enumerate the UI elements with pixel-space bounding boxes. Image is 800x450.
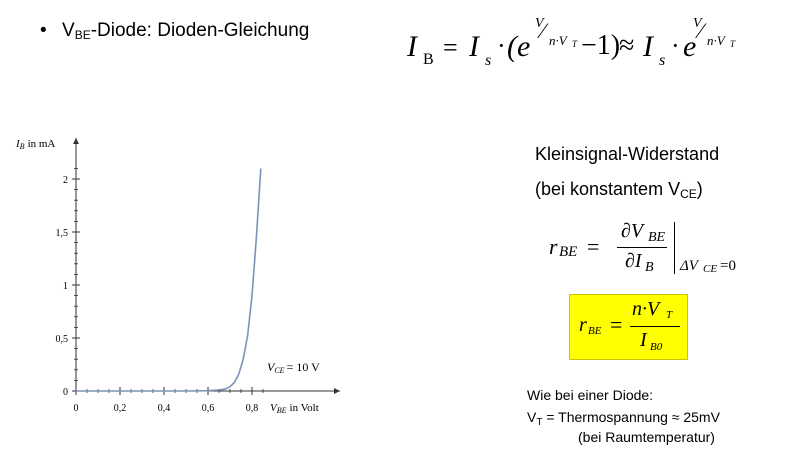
rbe-partial-equation: r BE = ∂V BE ∂I B ΔV CE =0 <box>545 220 765 282</box>
rbe-num-sub: BE <box>648 230 666 245</box>
eq-i: I <box>407 30 417 63</box>
note-t-sub: T <box>536 417 543 428</box>
annotation-symbol: V <box>267 360 276 374</box>
box-num-sub: T <box>666 309 673 321</box>
note-room-temperature: (bei Raumtemperatur) <box>578 429 715 445</box>
x-tick-label: 0,4 <box>158 403 171 414</box>
eq-is-2-sub: s <box>659 52 666 69</box>
y-axis-arrow <box>73 138 79 144</box>
eq-is: I <box>469 30 479 63</box>
eq-exp-v: V <box>535 16 544 31</box>
rbe-den-sub: B <box>645 260 654 275</box>
eq-exp-slash: ⁄ <box>541 18 545 43</box>
condition-text: (bei konstantem V <box>535 179 681 199</box>
eq-is-sub: s <box>485 52 492 69</box>
rbe-cond: ΔV <box>680 258 698 274</box>
x-label-unit: in Volt <box>290 402 319 414</box>
x-axis-arrow <box>334 388 340 394</box>
rbe-r: r <box>549 234 558 259</box>
eq-exp2-slash: ⁄ <box>699 18 703 43</box>
condition-close: ) <box>696 179 703 199</box>
y-label-sub: B <box>20 142 25 151</box>
box-num: n·V <box>632 298 660 320</box>
ib-vbe-curve <box>76 168 262 392</box>
rbe-partial-num: ∂V <box>621 220 644 242</box>
rbe-cond-val: =0 <box>720 258 736 274</box>
bullet-v: V <box>62 20 75 41</box>
eq-exp2-den: n·V <box>707 33 725 48</box>
eq-dot: · <box>497 31 506 60</box>
x-axis-label: VBE in Volt <box>270 402 319 415</box>
y-tick-label: 1 <box>63 281 68 292</box>
y-tick-label: 1,5 <box>56 228 69 239</box>
x-tick-label: 0,8 <box>246 403 259 414</box>
chart-axes <box>73 138 340 394</box>
eq-e-2: e <box>683 30 697 63</box>
bullet-point: • VBE-Diode: Dioden-Gleichung <box>40 20 309 42</box>
eq-exp2-v: V <box>693 16 702 31</box>
bullet-text: -Diode: Dioden-Gleichung <box>90 20 310 41</box>
box-fraction-bar <box>630 326 680 327</box>
x-tick-label: 0 <box>74 403 79 414</box>
vce-annotation: VCE = 10 V <box>267 360 320 375</box>
diode-equation: I B = I s · (e V ⁄ n·V T −1) ≈ I s · e V… <box>407 16 767 72</box>
y-tick-label: 0,5 <box>56 334 69 345</box>
box-r: r <box>579 314 587 336</box>
condition-ce-sub: CE <box>680 187 697 201</box>
eq-minus-one: −1) <box>581 30 621 61</box>
rbe-equals: = <box>587 234 600 259</box>
rbe-highlight-box: r BE = n·V T I B0 <box>569 294 688 360</box>
x-label-sub: BE <box>277 406 287 415</box>
y-label-unit: in mA <box>28 138 56 150</box>
note-thermal-voltage: VT = Thermospannung ≈ 25mV <box>527 409 720 428</box>
eq-dot-2: · <box>671 31 680 60</box>
eq-open-exp: (e <box>507 30 531 63</box>
eq-approx: ≈ <box>619 30 635 61</box>
y-tick-label: 2 <box>63 175 68 186</box>
note-vt: V <box>527 409 537 425</box>
y-axis-label: IB in mA <box>15 138 55 151</box>
chart-series <box>76 168 262 392</box>
box-den: I <box>640 329 647 351</box>
rbe-evaluation-bar <box>674 222 675 274</box>
annotation-sub: CE <box>274 366 284 375</box>
rbe-fraction-bar <box>617 247 667 248</box>
box-be: BE <box>588 325 602 337</box>
annotation-value: = 10 V <box>287 360 321 374</box>
eq-exp2-t: T <box>730 39 736 49</box>
rbe-partial-den: ∂I <box>625 250 642 272</box>
y-tick-label: 0 <box>63 387 68 398</box>
small-signal-title: Kleinsignal-Widerstand <box>535 144 720 164</box>
eq-exp-den: n·V <box>549 33 567 48</box>
x-label-symbol: V <box>270 402 278 414</box>
diode-characteristic-chart: 0 0,2 0,4 0,6 0,800,511,52 IB in mA VBE in Vol… <box>15 138 340 415</box>
rbe-cond-sub: CE <box>703 263 718 275</box>
x-tick-label: 0,2 <box>114 403 127 414</box>
y-label-symbol: I <box>15 138 21 150</box>
bullet-symbol: • <box>40 20 47 41</box>
eq-i-sub-b: B <box>423 51 434 68</box>
eq-is-2: I <box>643 30 653 63</box>
x-tick-label: 0,6 <box>202 403 215 414</box>
chart-ticks: 0 0,2 0,4 0,6 0,8 0 0,5 1 1,5 2 <box>56 168 264 414</box>
bullet-be-subscript: BE <box>74 28 91 42</box>
note-vt-text: = Thermospannung ≈ 25mV <box>542 409 720 425</box>
box-equals: = <box>610 312 623 337</box>
eq-equals: = <box>443 33 458 62</box>
rbe-be: BE <box>559 244 578 260</box>
box-den-sub: B0 <box>650 341 663 353</box>
note-diode: Wie bei einer Diode: <box>527 387 654 403</box>
small-signal-condition: (bei konstantem VCE) <box>535 179 703 200</box>
eq-exp-t: T <box>572 39 578 49</box>
